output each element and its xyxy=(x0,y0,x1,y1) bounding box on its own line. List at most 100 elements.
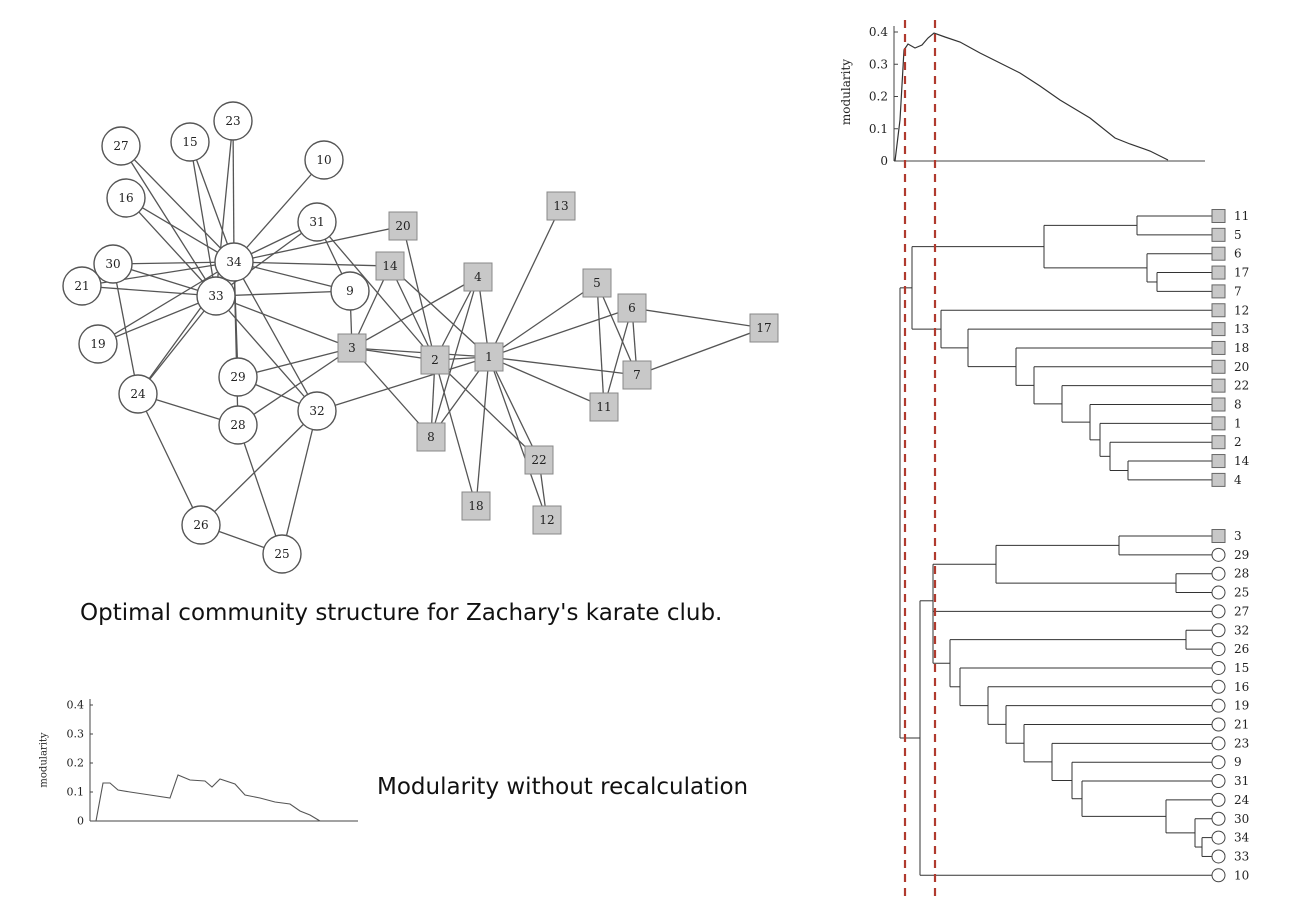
modularity-curve xyxy=(95,774,321,822)
node-square xyxy=(582,268,612,298)
dendro-leaf-15: 15 xyxy=(1211,660,1249,675)
y-tick-label: 0.4 xyxy=(869,25,888,39)
node-5: 5 xyxy=(582,268,612,298)
leaf-label-15: 15 xyxy=(1234,661,1249,675)
edge-1-5 xyxy=(488,282,598,358)
edge-25-32 xyxy=(281,410,318,555)
node-label-23: 23 xyxy=(225,114,240,128)
dendro-leaf-7: 7 xyxy=(1211,284,1242,299)
node-6: 6 xyxy=(617,293,647,323)
leaf-circle xyxy=(1211,811,1226,826)
edge-34-9 xyxy=(233,261,351,292)
edge-1-22 xyxy=(488,356,540,461)
edge-33-19 xyxy=(97,295,217,345)
edge-34-15 xyxy=(189,141,235,263)
leaf-square xyxy=(1211,472,1226,487)
node-label-19: 19 xyxy=(90,337,105,351)
leaf-label-34: 34 xyxy=(1234,831,1250,845)
edge-5-11 xyxy=(596,282,605,408)
leaf-label-18: 18 xyxy=(1234,341,1249,355)
dendro-leaf-32: 32 xyxy=(1211,623,1249,638)
node-label-12: 12 xyxy=(539,513,554,527)
edge-34-27 xyxy=(120,145,235,263)
node-label-4: 4 xyxy=(474,270,482,284)
edge-6-11 xyxy=(603,307,633,408)
node-label-24: 24 xyxy=(130,387,146,401)
dendro-leaf-9: 9 xyxy=(1211,755,1242,770)
network-edges xyxy=(81,120,765,555)
leaf-circle xyxy=(1211,660,1226,675)
dendro-leaf-6: 6 xyxy=(1211,246,1242,261)
node-label-25: 25 xyxy=(274,547,289,561)
node-square xyxy=(375,251,405,281)
edge-1-18 xyxy=(475,356,490,507)
dendro-leaf-28: 28 xyxy=(1211,566,1249,581)
edge-33-15 xyxy=(189,141,217,297)
node-circle xyxy=(213,101,253,141)
node-16: 16 xyxy=(106,178,146,218)
leaf-label-22: 22 xyxy=(1234,379,1249,393)
leaf-label-31: 31 xyxy=(1234,774,1249,788)
leaf-label-27: 27 xyxy=(1234,604,1249,618)
node-square xyxy=(463,262,493,292)
node-square xyxy=(416,422,446,452)
y-tick-label: 0 xyxy=(880,154,888,168)
edge-3-8 xyxy=(351,347,432,438)
node-circle xyxy=(304,140,344,180)
leaf-label-28: 28 xyxy=(1234,567,1249,581)
node-circle xyxy=(330,271,370,311)
node-label-30: 30 xyxy=(105,257,120,271)
modularity-curve xyxy=(894,32,1169,162)
leaf-square xyxy=(1211,454,1226,469)
dendro-leaf-29: 29 xyxy=(1211,547,1249,562)
node-32: 32 xyxy=(297,391,337,431)
leaf-label-5: 5 xyxy=(1234,228,1242,242)
edge-26-32 xyxy=(200,410,318,526)
node-9: 9 xyxy=(330,271,370,311)
edge-1-12 xyxy=(488,356,548,521)
node-circle xyxy=(62,266,102,306)
edge-33-27 xyxy=(120,145,217,297)
node-25: 25 xyxy=(262,534,302,574)
node-21: 21 xyxy=(62,266,102,306)
node-8: 8 xyxy=(416,422,446,452)
dendro-leaf-19: 19 xyxy=(1211,698,1249,713)
dendrogram: 1156177121318202281214432928252732261516… xyxy=(899,209,1250,883)
dendro-leaf-18: 18 xyxy=(1211,340,1249,355)
node-label-7: 7 xyxy=(633,368,641,382)
node-label-26: 26 xyxy=(193,518,208,532)
edge-1-11 xyxy=(488,356,605,408)
edge-5-7 xyxy=(596,282,638,376)
node-11: 11 xyxy=(589,392,619,422)
y-tick-label: 0.2 xyxy=(67,757,85,770)
node-29: 29 xyxy=(218,357,258,397)
dendro-leaf-3: 3 xyxy=(1211,529,1242,543)
leaf-square xyxy=(1211,227,1226,242)
node-33: 33 xyxy=(196,276,236,316)
leaf-circle xyxy=(1211,830,1226,845)
leaf-circle xyxy=(1211,623,1226,638)
node-31: 31 xyxy=(297,202,337,242)
node-13: 13 xyxy=(546,191,576,221)
y-tick-label: 0.3 xyxy=(67,728,85,741)
node-label-18: 18 xyxy=(468,499,483,513)
dendro-leaf-31: 31 xyxy=(1211,774,1249,789)
node-circle xyxy=(262,534,302,574)
edge-33-31 xyxy=(215,221,318,297)
edge-2-18 xyxy=(434,359,477,507)
leaf-circle xyxy=(1211,736,1226,751)
edge-2-22 xyxy=(434,359,540,461)
leaf-square xyxy=(1211,416,1226,431)
leaf-label-8: 8 xyxy=(1234,398,1242,412)
edge-4-8 xyxy=(430,276,479,438)
leaf-square xyxy=(1211,378,1226,393)
node-23: 23 xyxy=(213,101,253,141)
node-label-10: 10 xyxy=(316,153,331,167)
dendro-leaf-27: 27 xyxy=(1211,604,1249,619)
leaf-circle xyxy=(1211,547,1226,562)
dendro-leaf-13: 13 xyxy=(1211,322,1249,337)
modularity-chart-small: 0 0.1 0.2 0.3 0.4 modularity xyxy=(39,699,358,828)
dendro-leaf-16: 16 xyxy=(1211,679,1249,694)
leaf-square xyxy=(1211,397,1226,412)
